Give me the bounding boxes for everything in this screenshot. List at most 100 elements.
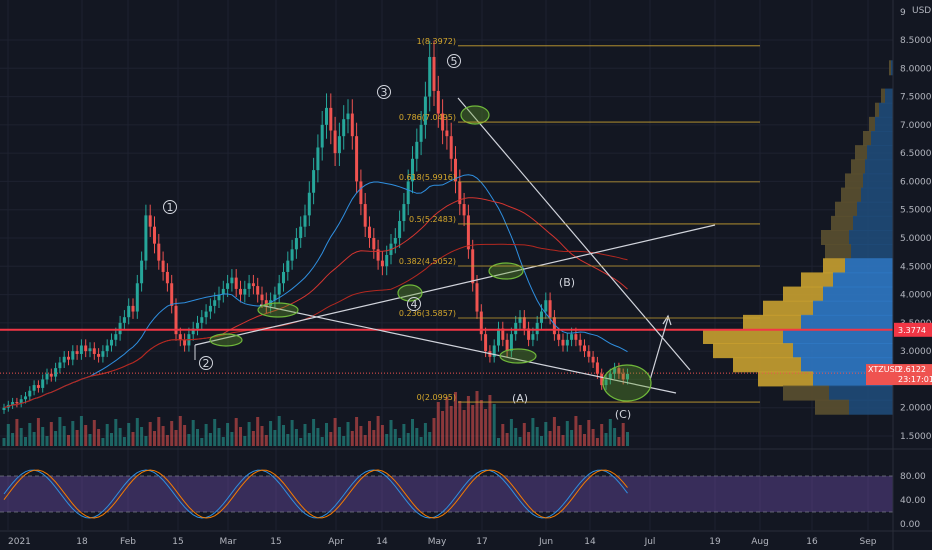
candle-body <box>28 390 32 397</box>
volume-bar <box>552 417 556 446</box>
volume-bar <box>49 422 53 446</box>
volume-bar <box>191 420 195 446</box>
projection-arrow <box>662 314 672 326</box>
volume-profile-bar <box>867 145 893 161</box>
candle-body <box>256 286 260 295</box>
candle-body <box>24 396 27 400</box>
volume-bar <box>423 423 427 446</box>
volume-bar <box>196 429 199 446</box>
candle-body <box>178 334 182 340</box>
volume-bar <box>144 436 148 446</box>
volume-bar <box>41 427 45 446</box>
volume-bar <box>454 392 457 446</box>
volume-profile-bar <box>823 286 893 302</box>
volume-profile <box>703 60 893 415</box>
time-tick-label: Mar <box>220 537 237 547</box>
candle-body <box>355 136 359 182</box>
volume-profile-bar <box>863 173 893 189</box>
volume-bar <box>213 419 217 446</box>
oscillator-band <box>0 476 893 512</box>
fib-level-label: 0.382(4.5052) <box>399 257 456 266</box>
candle-body <box>432 56 436 91</box>
candle-body <box>191 328 195 335</box>
candle-body <box>385 254 389 267</box>
candle-body <box>548 300 552 318</box>
volume-profile-bar <box>885 88 893 104</box>
volume-profile-bar <box>869 116 875 132</box>
candle-body <box>475 283 479 312</box>
candle-body <box>260 294 264 301</box>
candle-body <box>312 170 316 193</box>
volume-bar <box>256 417 260 446</box>
volume-bar <box>441 411 445 446</box>
hline-price-label: 3.3774 <box>898 326 926 335</box>
countdown-label: 23:17:01 <box>898 375 932 384</box>
volume-bar <box>269 421 273 446</box>
volume-bar <box>428 432 432 446</box>
volume-bar <box>11 433 15 446</box>
volume-bar <box>415 428 419 446</box>
volume-bar <box>122 437 126 446</box>
volume-bar <box>320 437 324 446</box>
candle-body <box>251 283 255 287</box>
volume-bar <box>475 391 479 446</box>
volume-profile-bar <box>831 215 853 231</box>
volume-bar <box>234 418 238 446</box>
price-tick-label: 4.0000 <box>900 291 932 301</box>
fib-level-label: 0.618(5.9916) <box>399 173 456 182</box>
volume-bar <box>71 421 75 446</box>
candle-body <box>402 204 406 222</box>
candle-body <box>286 260 290 272</box>
candle-body <box>350 113 354 137</box>
volume-profile-bar <box>849 399 893 415</box>
price-tick-label: 6.0000 <box>900 177 932 187</box>
time-axis: 2021 18 Feb 15 Mar 15 Apr 14 May 17 Jun 14 Jul 19 Aug 1… <box>0 530 932 547</box>
volume-bar <box>247 422 251 446</box>
candle-body <box>277 283 281 295</box>
volume-profile-bar <box>851 244 893 260</box>
candle-body <box>243 288 247 295</box>
candle-body <box>600 373 604 386</box>
candle-body <box>587 351 591 357</box>
candle-body <box>372 238 376 250</box>
volume-bar <box>161 426 165 446</box>
volume-bar <box>226 423 230 446</box>
volume-bar <box>531 418 535 446</box>
trendline <box>457 97 691 371</box>
wave-label: 3 <box>381 86 388 99</box>
volume-bar <box>466 396 470 446</box>
wave-marker <box>199 356 213 370</box>
volume-bar <box>36 418 40 446</box>
time-tick-label: 17 <box>476 537 487 547</box>
volume-bar <box>380 425 384 446</box>
volume-profile-bar <box>889 60 891 76</box>
candle-body <box>466 215 470 250</box>
volume-bar <box>561 435 565 446</box>
candle-body <box>196 322 199 329</box>
volume-bar <box>613 428 617 446</box>
candle-body <box>282 271 285 284</box>
time-tick-label: May <box>428 537 447 547</box>
wave-marker <box>377 85 391 99</box>
volume-bar <box>518 437 522 446</box>
candle-body <box>613 368 617 374</box>
volume-bar <box>350 431 354 446</box>
candle-body <box>595 362 599 374</box>
volume-bar <box>346 422 350 446</box>
candle-body <box>320 124 324 148</box>
candle-body <box>307 192 311 216</box>
candle-body <box>131 305 135 312</box>
candle-body <box>604 379 608 386</box>
candle-body <box>170 283 174 306</box>
volume-bar <box>105 424 109 446</box>
volume-bar <box>462 410 466 446</box>
candle-body <box>423 96 427 125</box>
candle-body <box>54 368 58 377</box>
volume-bar <box>368 421 371 446</box>
oscillator-k-line <box>3 469 628 519</box>
volume-bar <box>509 419 513 446</box>
candle-body <box>2 407 6 410</box>
candle-body <box>62 356 66 363</box>
volume-profile-bar <box>801 272 833 288</box>
